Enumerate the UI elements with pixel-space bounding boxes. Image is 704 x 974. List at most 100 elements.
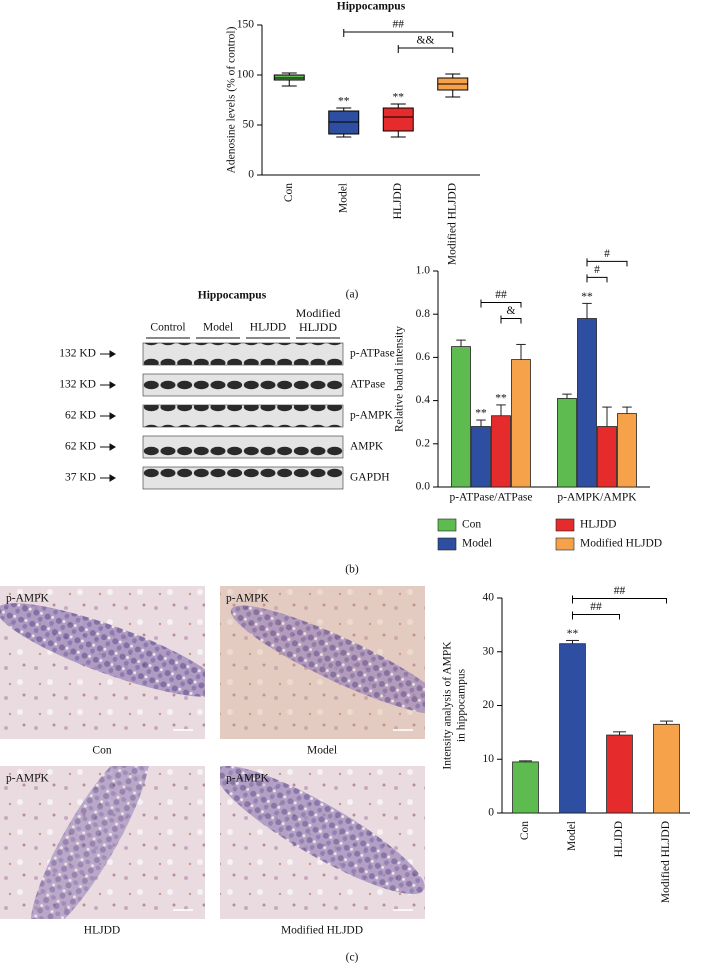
y-axis-label: in hippocampus <box>456 668 468 742</box>
y-tick-label: 50 <box>243 119 255 131</box>
x-tick-label: Con <box>519 821 531 840</box>
bar <box>653 723 680 814</box>
significance-bracket <box>572 611 620 620</box>
y-axis-label: Intensity analysis of AMPK <box>442 641 454 770</box>
bar <box>511 359 531 488</box>
blot-rows <box>142 342 344 490</box>
y-tick-label: 0.6 <box>416 351 431 363</box>
bar <box>557 398 577 488</box>
y-tick-label: 0.8 <box>416 308 431 320</box>
significance-bracket <box>343 29 454 37</box>
micrograph <box>0 766 205 919</box>
micrograph-label: HLJDD <box>84 925 120 937</box>
significance-mark: ** <box>495 393 507 405</box>
band-size: 132 KD <box>59 379 96 391</box>
legend-label: Con <box>462 519 481 531</box>
x-tick-label: p-ATPase/ATPase <box>449 492 532 504</box>
y-tick-label: 30 <box>483 645 495 657</box>
lane-label: Modified HLJDD <box>295 306 341 334</box>
significance-mark: ** <box>338 96 350 108</box>
lane-label-box: Modified HLJDD <box>295 306 341 334</box>
x-tick-label: Model <box>337 183 349 213</box>
x-tick-label: Model <box>566 821 578 851</box>
bar <box>606 734 633 814</box>
significance-label: # <box>594 264 600 276</box>
significance-bracket <box>586 274 608 283</box>
y-tick-label: 20 <box>483 699 495 711</box>
blot-strip <box>142 435 344 459</box>
y-tick-label: 0 <box>488 807 494 819</box>
legend-label: HLJDD <box>580 519 616 531</box>
stain-label: p-AMPK <box>226 773 270 785</box>
scale-bars <box>173 729 413 911</box>
significance-bracket <box>586 258 628 267</box>
protein-label: ATPase <box>350 379 385 391</box>
lane-label: Model <box>203 322 233 334</box>
panel-label: (c) <box>346 952 359 964</box>
blot-strip <box>142 404 344 428</box>
chart-title: Hippocampus <box>337 1 406 13</box>
y-tick-label: 0.4 <box>416 394 431 406</box>
y-tick-label: 150 <box>237 19 255 31</box>
protein-label: AMPK <box>350 441 384 453</box>
significance-bracket <box>480 299 522 308</box>
significance-label: && <box>417 35 435 47</box>
legend-swatch <box>555 518 575 532</box>
bar <box>512 761 539 814</box>
legend-swatch <box>437 537 457 551</box>
lane-label: Control <box>150 322 185 334</box>
band-size: 132 KD <box>59 348 96 360</box>
y-tick-label: 0.2 <box>416 437 431 449</box>
x-tick-label: Con <box>283 183 295 202</box>
micrograph-label: Modified HLJDD <box>281 925 363 937</box>
bar <box>451 346 471 488</box>
y-tick-label: 100 <box>237 69 255 81</box>
significance-label: ## <box>590 601 602 613</box>
legend-swatch <box>437 518 457 532</box>
protein-label: GAPDH <box>350 472 390 484</box>
y-tick-label: 10 <box>483 753 495 765</box>
significance-mark: ** <box>475 408 487 420</box>
significance-label: ## <box>495 289 507 301</box>
y-tick-label: 0.0 <box>416 481 431 493</box>
micrograph-label: Model <box>307 745 337 757</box>
band-size: 37 KD <box>65 472 96 484</box>
significance-label: # <box>604 248 610 260</box>
micrograph <box>220 766 425 919</box>
significance-label: ## <box>393 19 405 31</box>
micrograph <box>220 586 425 739</box>
bar <box>577 318 597 488</box>
micrograph-label: Con <box>92 745 111 757</box>
x-tick-label: Modified HLJDD <box>446 183 458 265</box>
lane-label: HLJDD <box>250 322 286 334</box>
micrograph <box>0 586 205 739</box>
panel-label: (a) <box>346 289 359 301</box>
stain-label: p-AMPK <box>6 593 50 605</box>
protein-label: p-ATPase <box>350 348 395 360</box>
western-blot: Hippocampus Control Model HLJDD Modified… <box>59 290 395 490</box>
bar <box>597 426 617 488</box>
y-tick-label: 40 <box>483 592 495 604</box>
x-tick-label: Modified HLJDD <box>660 821 672 903</box>
band-size: 62 KD <box>65 410 96 422</box>
significance-label: & <box>507 305 516 317</box>
blot-strip <box>142 342 344 366</box>
y-axis-label: Adenosine levels (% of control) <box>226 26 238 173</box>
panel-label: (b) <box>345 564 359 576</box>
bar <box>617 413 637 488</box>
significance-bracket <box>572 595 667 604</box>
blot-title: Hippocampus <box>198 290 267 302</box>
x-tick-label: HLJDD <box>613 821 625 857</box>
legend-swatch <box>555 537 575 551</box>
y-tick-label: 1.0 <box>416 265 431 277</box>
box <box>382 107 414 132</box>
significance-mark: ** <box>581 291 593 303</box>
y-axis-label: Relative band intensity <box>394 326 406 432</box>
y-tick-label: 0 <box>248 169 254 181</box>
legend-label: Modified HLJDD <box>580 538 662 550</box>
stain-label: p-AMPK <box>6 773 50 785</box>
x-tick-label: p-AMPK/AMPK <box>557 492 637 504</box>
bar <box>491 415 511 488</box>
size-arrows <box>100 350 116 482</box>
